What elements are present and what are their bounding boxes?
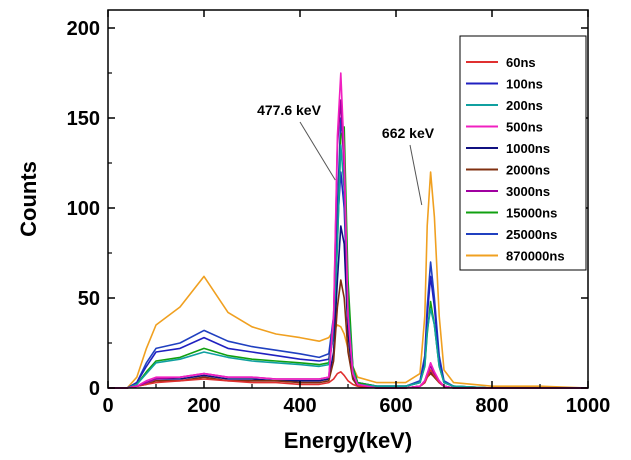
series-line-870000ns [108, 171, 589, 389]
y-tick-label: 50 [78, 288, 100, 310]
legend-label-870000ns: 870000ns [506, 249, 565, 264]
series-line-500ns [108, 72, 588, 389]
series-line-60ns [108, 369, 588, 389]
annotation-arrow-2 [409, 144, 423, 206]
legend-box [459, 35, 587, 271]
x-tick-label: 0 [102, 395, 113, 417]
x-tick-label: 600 [379, 395, 412, 417]
legend-label-25000ns: 25000ns [506, 227, 557, 242]
x-tick-label: 400 [283, 395, 316, 417]
y-axis-title: Counts [16, 161, 41, 237]
legend-label-200ns: 200ns [506, 98, 543, 113]
annotation-peak-2: 662 keV [382, 125, 435, 141]
legend-label-60ns: 60ns [506, 55, 536, 70]
x-tick-label: 200 [187, 395, 220, 417]
legend-label-3000ns: 3000ns [506, 184, 550, 199]
y-tick-label: 200 [67, 18, 100, 40]
x-tick-label: 800 [475, 395, 508, 417]
legend-label-500ns: 500ns [506, 120, 543, 135]
legend-label-1000ns: 1000ns [506, 141, 550, 156]
annotation-arrow-1 [299, 121, 336, 181]
legend: 60ns 100ns 200ns 500ns 1000ns 2000ns 3000ns 150… [459, 35, 587, 271]
annotation-peak-1: 477.6 keV [257, 102, 321, 118]
y-tick-label: 0 [89, 378, 100, 400]
legend-label-15000ns: 15000ns [506, 206, 557, 221]
x-tick-label: 1000 [566, 395, 611, 417]
y-tick-label: 100 [67, 198, 100, 220]
annotations-layer: 477.6 keV 662 keV [257, 102, 435, 206]
ticks-layer: 0 200 400 600 800 1000 0 50 100 150 200 [67, 10, 611, 417]
x-axis-title: Energy(keV) [284, 428, 412, 453]
y-tick-label: 150 [67, 108, 100, 130]
legend-label-2000ns: 2000ns [506, 163, 550, 178]
legend-label-100ns: 100ns [506, 77, 543, 92]
series-layer [108, 72, 589, 389]
